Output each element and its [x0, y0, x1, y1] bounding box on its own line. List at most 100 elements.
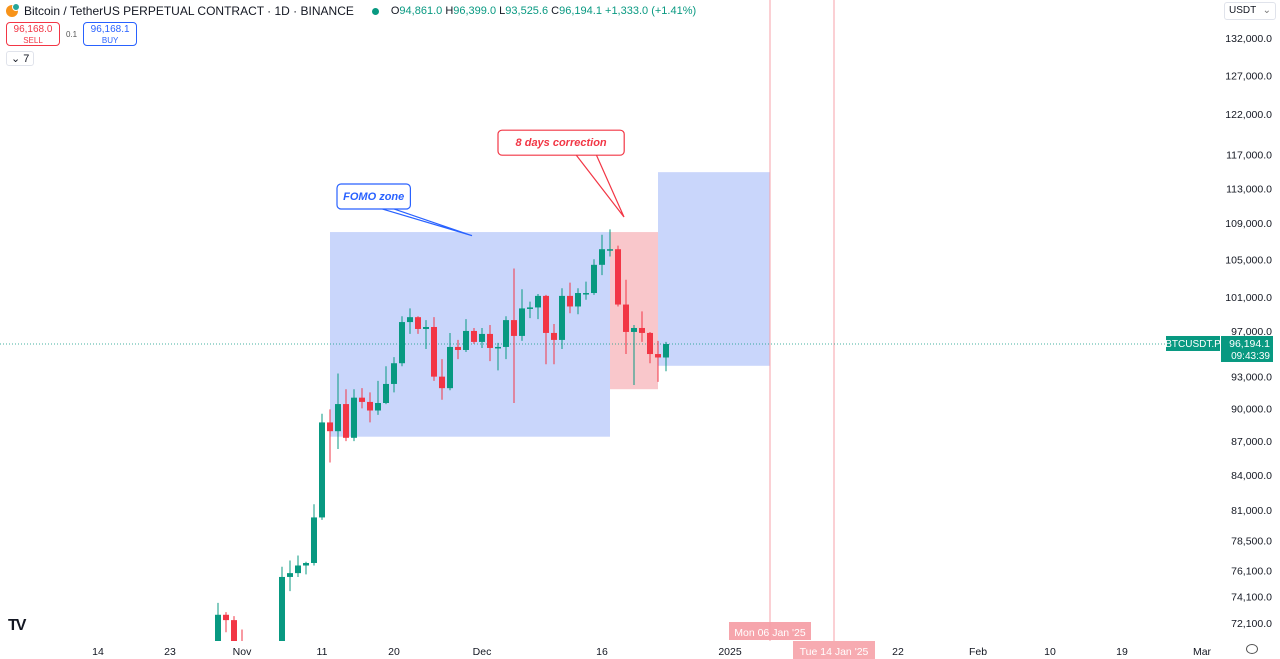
chevron-down-icon: ⌄ — [1262, 5, 1271, 16]
candle-body — [639, 327, 645, 333]
countdown-label: 09:43:39 — [1231, 351, 1270, 362]
callout-pointer — [382, 208, 473, 237]
y-tick-label: 74,100.0 — [1231, 591, 1272, 603]
indicators-toggle[interactable]: ⌄ 7 — [6, 51, 35, 66]
candle-body — [407, 317, 413, 323]
settings-eye-icon[interactable] — [1246, 644, 1258, 654]
date-label: Tue 14 Jan '25 — [800, 646, 869, 658]
candle-body — [559, 295, 565, 340]
ticker-label: BTCUSDT.P — [1165, 339, 1221, 350]
sell-button[interactable]: 96,168.0 SELL — [6, 22, 60, 46]
y-tick-label: 93,000.0 — [1231, 372, 1272, 384]
candle — [295, 555, 301, 577]
y-tick-label: 117,000.0 — [1226, 150, 1272, 162]
candle-body — [431, 326, 437, 377]
candle-body — [343, 404, 349, 438]
y-tick-label: 109,000.0 — [1225, 218, 1272, 230]
candle-body — [303, 562, 309, 566]
candle-body — [319, 422, 325, 518]
candle-body — [615, 249, 621, 305]
y-tick-label: 97,000.0 — [1231, 326, 1272, 338]
x-tick-label: 22 — [892, 646, 904, 658]
candle — [343, 389, 349, 442]
candle — [407, 308, 413, 334]
x-tick-label: 23 — [164, 646, 176, 658]
symbol-header: Bitcoin / TetherUS PERPETUAL CONTRACT · … — [6, 3, 696, 18]
candle-body — [543, 295, 549, 333]
trade-panel: 96,168.0 SELL 0.1 96,168.1 BUY — [6, 22, 138, 46]
candle-body — [375, 402, 381, 411]
candle — [495, 342, 501, 371]
candle-body — [423, 326, 429, 329]
candle-body — [511, 320, 517, 336]
y-tick-label: 76,100.0 — [1231, 566, 1272, 578]
x-tick-label: Feb — [969, 646, 987, 658]
candle — [279, 566, 285, 641]
candle — [551, 324, 557, 365]
candle — [503, 316, 509, 360]
y-tick-label: 84,000.0 — [1231, 470, 1272, 482]
candle-body — [215, 614, 221, 641]
y-tick-label: 90,000.0 — [1231, 403, 1272, 415]
callout-text: 8 days correction — [516, 137, 607, 149]
candle — [647, 331, 653, 364]
candle-body — [367, 401, 373, 411]
candle — [399, 316, 405, 367]
candle-body — [295, 565, 301, 574]
candle — [327, 409, 333, 463]
date-label: Mon 06 Jan '25 — [734, 627, 806, 639]
candle — [423, 320, 429, 349]
price-label-bg — [1221, 335, 1273, 362]
x-tick-label: Mar — [1193, 646, 1212, 658]
candle — [487, 325, 493, 362]
date-label-bg — [729, 622, 811, 640]
candle — [599, 234, 605, 276]
candle-body — [335, 404, 341, 432]
currency-select[interactable]: USDT ⌄ — [1224, 2, 1276, 20]
tradingview-logo[interactable]: TV — [8, 617, 27, 634]
candle — [591, 259, 597, 295]
candle — [511, 268, 517, 403]
callout-box — [497, 129, 625, 156]
candle-body — [599, 249, 605, 265]
x-tick-label: 19 — [1116, 646, 1128, 658]
candle-body — [575, 293, 581, 307]
y-tick-label: 132,000.0 — [1225, 33, 1272, 45]
candle — [567, 282, 573, 314]
candle — [215, 602, 221, 641]
candle — [431, 317, 437, 381]
candle-body — [471, 330, 477, 342]
symbol-title[interactable]: Bitcoin / TetherUS PERPETUAL CONTRACT · … — [24, 4, 354, 18]
candle — [223, 612, 229, 633]
x-tick-label: 2025 — [718, 646, 742, 658]
y-tick-label: 81,000.0 — [1231, 505, 1272, 517]
candle-body — [231, 620, 237, 641]
y-tick-label: 105,000.0 — [1225, 254, 1272, 266]
candle — [575, 288, 581, 315]
candle — [623, 279, 629, 355]
candle — [391, 357, 397, 393]
x-tick-label: Nov — [233, 646, 252, 658]
candle-body — [383, 383, 389, 403]
chevron-down-icon: ⌄ — [11, 53, 21, 65]
candle — [231, 616, 237, 641]
candle-body — [327, 422, 333, 432]
candle-body — [439, 376, 445, 389]
candle — [463, 319, 469, 353]
candle-body — [503, 320, 509, 347]
candle — [375, 380, 381, 415]
candle-body — [519, 308, 525, 336]
candle — [415, 316, 421, 334]
candle — [535, 293, 541, 320]
candle — [439, 359, 445, 400]
candle — [559, 288, 565, 349]
buy-button[interactable]: 96,168.1 BUY — [83, 22, 138, 46]
current-price-label: 96,194.1 — [1229, 338, 1270, 350]
candle-body — [631, 327, 637, 332]
candle-body — [527, 307, 533, 309]
candle-body — [223, 614, 229, 621]
x-tick-label: 14 — [92, 646, 104, 658]
candle-body — [359, 397, 365, 402]
callout-pointer — [575, 154, 625, 218]
